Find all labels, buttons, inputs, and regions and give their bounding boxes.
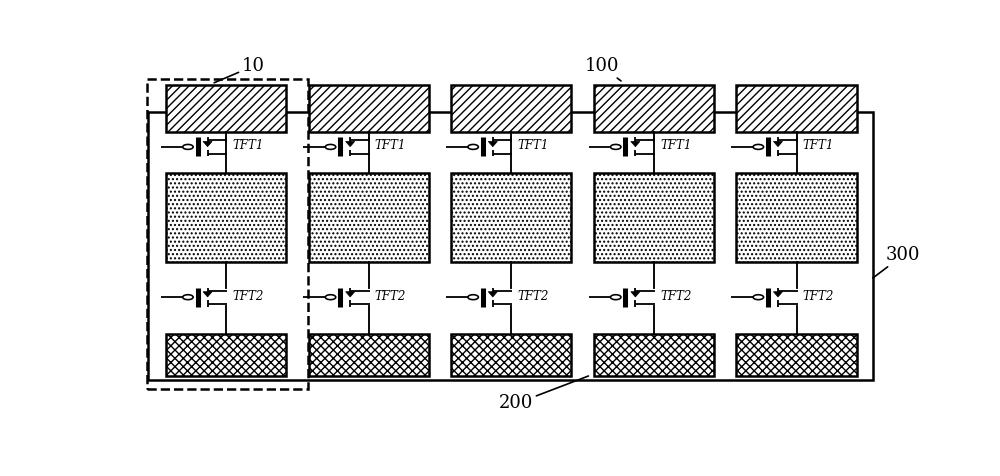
Bar [736,173,857,262]
Bar [309,173,429,262]
Bar [147,79,308,389]
Polygon shape [346,141,355,147]
Polygon shape [488,292,497,297]
Text: TFT2: TFT2 [660,290,691,303]
Text: TFT2: TFT2 [375,290,406,303]
Bar [736,85,857,132]
Polygon shape [631,141,640,147]
Bar [166,334,286,376]
Text: TFT1: TFT1 [803,139,834,152]
Text: TFT1: TFT1 [375,139,406,152]
Bar [309,85,429,132]
Text: TFT1: TFT1 [232,139,264,152]
Text: 300: 300 [873,246,921,278]
Bar [594,173,714,262]
Bar [166,85,286,132]
Polygon shape [346,292,355,297]
Polygon shape [203,292,212,297]
Bar [451,85,571,132]
Bar [451,334,571,376]
Polygon shape [203,141,212,147]
Polygon shape [631,292,640,297]
Polygon shape [488,141,497,147]
Bar [736,334,857,376]
Bar [309,334,429,376]
Bar [594,334,714,376]
Text: 10: 10 [214,57,264,83]
Text: 100: 100 [584,57,621,81]
Text: TFT2: TFT2 [803,290,834,303]
Polygon shape [773,141,783,147]
Bar [594,85,714,132]
Bar [148,112,873,380]
Text: TFT1: TFT1 [517,139,549,152]
Text: 200: 200 [499,376,588,413]
Text: TFT2: TFT2 [232,290,264,303]
Text: TFT2: TFT2 [517,290,549,303]
Bar [451,173,571,262]
Bar [166,173,286,262]
Polygon shape [773,292,783,297]
Text: TFT1: TFT1 [660,139,691,152]
